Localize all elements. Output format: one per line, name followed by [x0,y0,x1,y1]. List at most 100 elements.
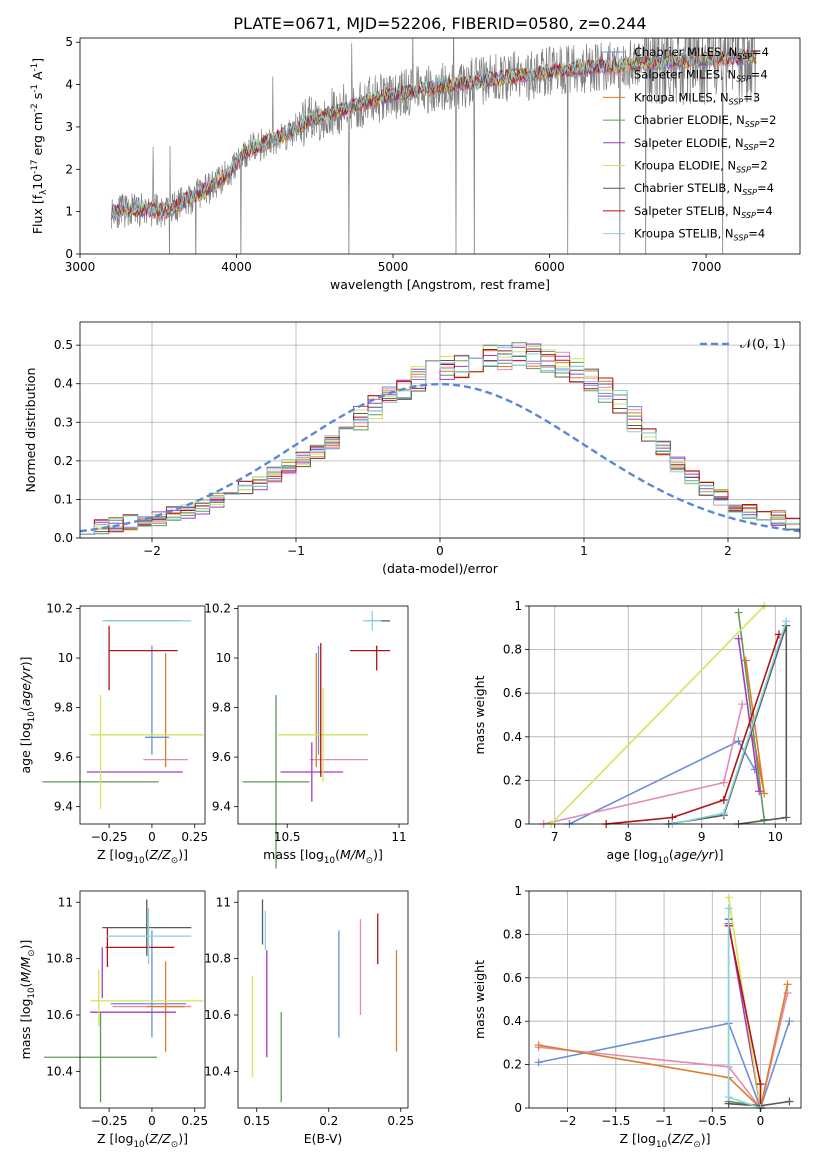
x-tick-label: 0 [148,830,156,844]
legend-entry: Chabrier STELIB, NSSP=4 [634,181,774,197]
weight-marker [534,1058,543,1067]
y-tick-label: 10.2 [204,601,231,615]
model-spectrum-line [110,48,757,218]
x-tick-label: 0 [757,1114,765,1128]
panel-weight_vs_Z: −2 −1.5 −1 −0.5 0 0 0.2 0.4 0.6 0.8 1 Z [log10(Z/Z⊙… [472,884,802,1150]
y-tick-label: 9.4 [54,800,73,814]
y-axis-label: mass weight [472,675,487,754]
x-tick-label: 11 [391,830,406,844]
x-tick-label: 1 [580,544,588,558]
weight-marker [724,1093,733,1102]
y-axis-label: Flux [fλ10-17 erg cm-2 s-1 A-1] [30,58,49,234]
x-tick-label: −0.25 [91,830,128,844]
legend-entry: Kroupa ELODIE, NSSP=2 [634,159,768,175]
y-tick-label: 10.4 [46,1064,73,1078]
legend-entry: Salpeter ELODIE, NSSP=2 [634,136,775,152]
weight-line [737,638,760,792]
panel-mass_vs_Z: −0.25 0 0.25 10.4 10.6 10.8 11 Z [log10(Z/Z⊙)] m… [18,890,208,1150]
axes-frame [528,605,802,825]
residual-histogram [80,343,800,535]
y-tick-label: 10.2 [46,601,73,615]
y-tick-label: 1 [514,884,522,898]
y-tick-label: 5 [65,35,73,49]
y-axis-label: mass weight [472,960,487,1039]
y-tick-label: 10.8 [204,952,231,966]
panel-age_vs_mass: 10.5 11 9.4 9.6 9.8 10 10.2 mass [log10(M/M⊙)] [204,601,409,869]
weight-line [606,634,780,825]
y-tick-label: 0.1 [54,492,73,506]
y-tick-label: 0.4 [503,730,522,744]
weight-marker [719,778,728,787]
y-tick-label: 10.6 [46,1008,73,1022]
weight-marker [719,809,728,818]
y-tick-label: 9.4 [212,800,231,814]
y-tick-label: 4 [65,78,73,92]
x-axis-label: Z [log10(Z/Z⊙)] [97,1131,188,1150]
axes-frame [528,890,802,1109]
axes-frame [79,890,206,1109]
x-tick-label: 10.5 [274,830,301,844]
legend-entry: 𝒩(0, 1) [740,336,786,351]
x-tick-label: −0.25 [91,1114,128,1128]
panel-spectrum: 3000 4000 5000 6000 7000 0 1 2 3 4 5 wavelength [An… [30,35,801,292]
x-tick-label: −2 [559,1114,577,1128]
y-tick-label: 0.8 [503,927,522,941]
panel-mass_vs_EBV: 0.15 0.2 0.25 10.4 10.6 10.8 11 E(B-V) [204,890,414,1146]
weight-marker [738,700,747,709]
y-axis-label: age [log10(age/yr)] [18,656,37,773]
x-tick-label: 5000 [378,260,409,274]
y-tick-label: 0.5 [54,338,73,352]
y-tick-label: 11 [216,895,231,909]
axes-frame [237,605,409,825]
y-axis-label: Normed distribution [23,368,38,493]
y-tick-label: 10.4 [204,1064,231,1078]
legend-entry: Salpeter MILES, NSSP=4 [634,68,768,84]
y-axis-label: mass [log10(M/M⊙)] [18,940,37,1060]
axes-frame [237,890,409,1109]
x-tick-label: 7 [551,830,559,844]
x-tick-label: 0 [148,1114,156,1128]
weight-marker [755,787,764,796]
y-tick-label: 9.6 [212,750,231,764]
y-tick-label: 0 [514,1101,522,1115]
x-tick-label: 9 [698,830,706,844]
x-tick-label: 0.2 [319,1114,338,1128]
x-axis-label: E(B-V) [304,1131,343,1146]
weight-marker [734,634,743,643]
x-tick-label: 7000 [691,260,722,274]
spectrum-legend: Chabrier MILES, NSSP=4 Salpeter MILES, NS… [603,45,776,243]
y-tick-label: 10.8 [46,952,73,966]
y-tick-label: 1 [514,599,522,613]
legend-entry: Chabrier ELODIE, NSSP=2 [634,113,776,129]
x-tick-label: 8 [624,830,632,844]
y-tick-label: 10 [216,651,231,665]
y-tick-label: 10.6 [204,1008,231,1022]
y-tick-label: 0.3 [54,415,73,429]
y-tick-label: 0.8 [503,643,522,657]
weight-marker [785,1017,794,1026]
panel-weight_vs_age: 7 8 9 10 0 0.2 0.4 0.6 0.8 1 age [log10(age/yr)] ma… [472,599,802,866]
weight-marker [724,904,733,913]
x-tick-label: −1 [287,544,305,558]
x-axis-label: Z [log10(Z/Z⊙)] [620,1131,711,1150]
x-tick-label: 2 [724,544,732,558]
y-tick-label: 9.8 [212,701,231,715]
x-tick-label: 6000 [534,260,565,274]
weight-line [538,984,789,1110]
panel-residuals: −2 −1 0 1 2 0.0 0.1 0.2 0.3 0.4 0.5 (data-model)/er… [23,321,801,576]
weight-marker [782,617,791,626]
x-axis-label: (data-model)/error [382,561,499,576]
y-tick-label: 0.2 [503,773,522,787]
figure-title: PLATE=0671, MJD=52206, FIBERID=0580, z=0… [233,14,646,33]
weight-marker [741,656,750,665]
x-tick-label: 0.15 [243,1114,270,1128]
x-tick-label: −0.5 [698,1114,727,1128]
x-tick-label: −1 [655,1114,673,1128]
x-tick-label: 3000 [65,260,96,274]
x-tick-label: 0.25 [387,1114,414,1128]
x-tick-label: 0.25 [181,830,208,844]
axes-frame [79,37,801,255]
y-tick-label: 0.6 [503,686,522,700]
weight-marker [534,1041,543,1050]
